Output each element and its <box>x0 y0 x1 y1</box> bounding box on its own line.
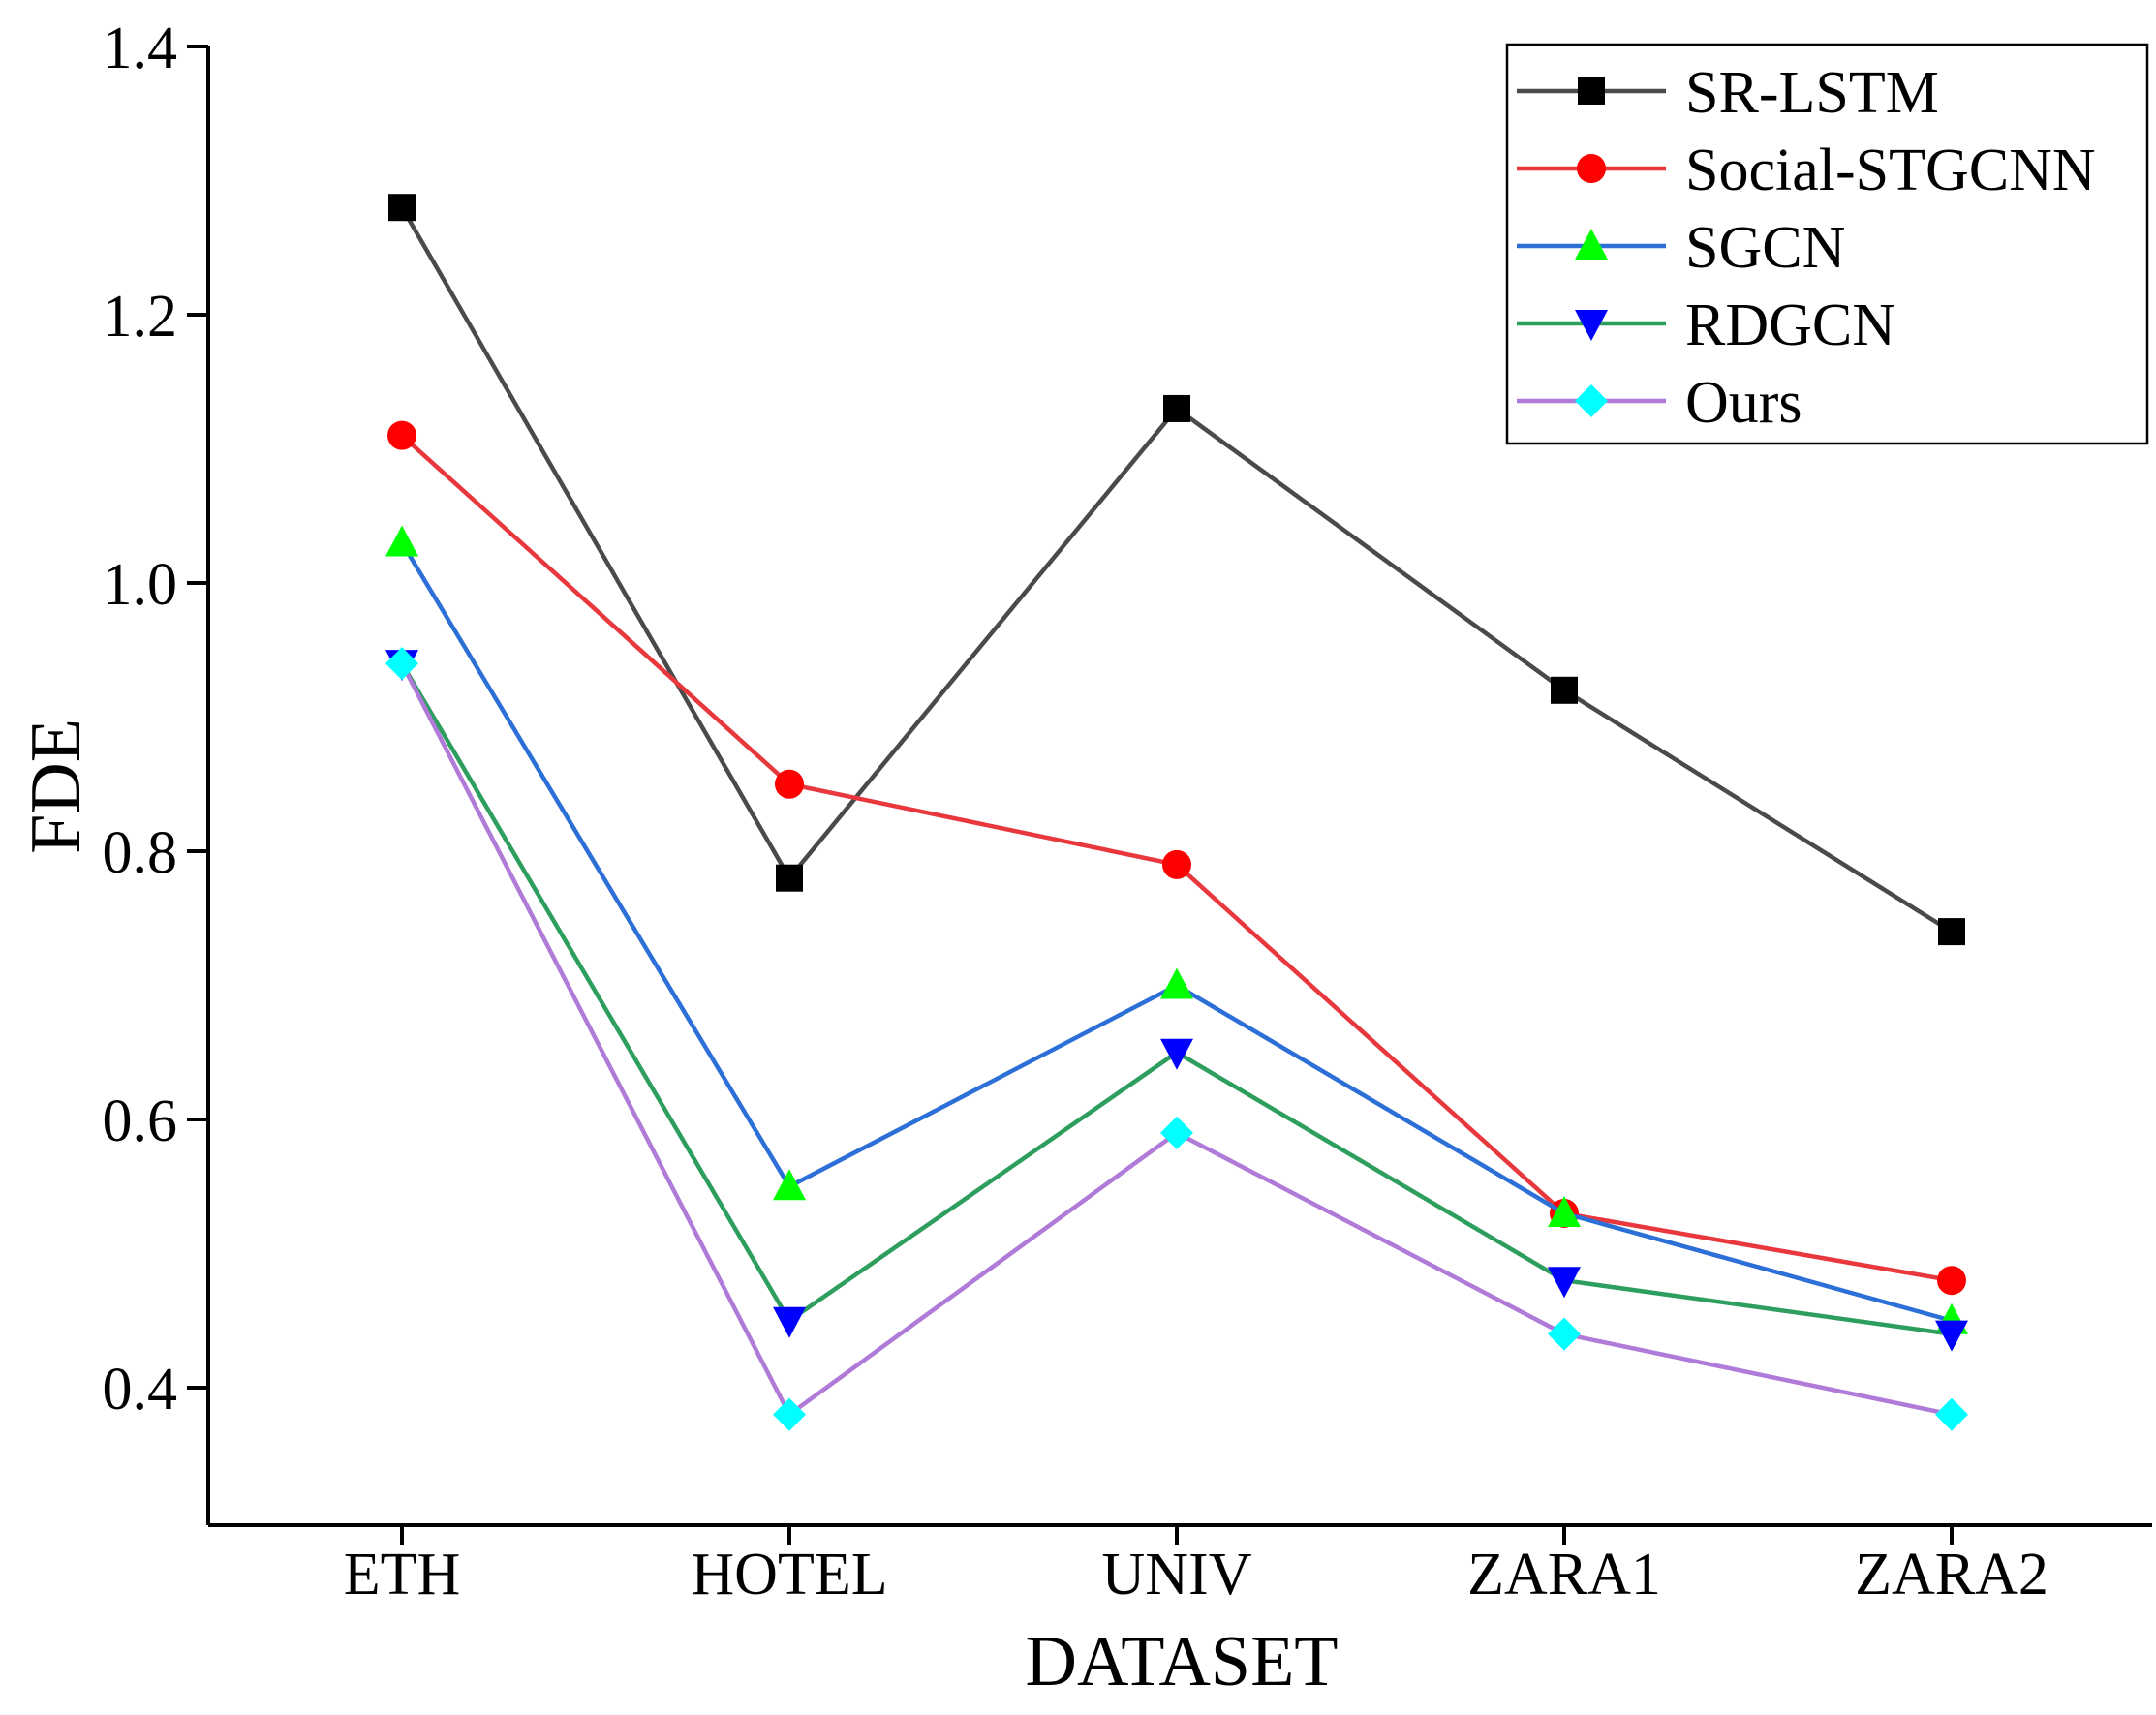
x-tick-label: UNIV <box>1102 1542 1252 1608</box>
data-point <box>1548 1195 1581 1227</box>
legend-marker <box>1578 77 1605 105</box>
y-tick-label: 1.4 <box>103 15 178 81</box>
data-point <box>1160 1116 1193 1149</box>
series-ours <box>385 647 1968 1431</box>
legend-entry-social-stgcnn: Social-STGCNN <box>1517 138 2096 203</box>
y-tick-label: 1.2 <box>103 284 178 350</box>
legend-entry-sgcn: SGCN <box>1517 215 1845 281</box>
data-point <box>776 864 803 892</box>
legend-marker <box>1575 310 1608 341</box>
data-point <box>1160 967 1193 999</box>
x-tick-label: ZARA2 <box>1855 1542 2048 1608</box>
data-point <box>775 769 804 799</box>
data-point <box>1163 394 1190 422</box>
data-point <box>1548 1317 1581 1351</box>
legend-label: Ours <box>1685 370 1802 436</box>
data-point <box>773 1397 806 1431</box>
data-point <box>1160 1038 1193 1070</box>
y-ticks: 0.4 0.6 0.8 1.0 1.2 1.4 <box>103 15 208 1423</box>
data-point <box>1551 676 1578 704</box>
x-ticks: ETH HOTEL UNIV ZARA1 ZARA2 <box>344 1525 2048 1608</box>
x-axis-label: DATASET <box>1026 1622 1339 1701</box>
legend-label: RDGCN <box>1685 292 1895 358</box>
y-tick-label: 1.0 <box>103 552 178 618</box>
data-point <box>1937 1266 1966 1296</box>
legend-label: SR-LSTM <box>1685 60 1939 126</box>
data-point <box>387 420 416 450</box>
series-layer <box>385 194 1968 1431</box>
series-sgcn <box>385 525 1968 1334</box>
series-rdgcn <box>385 650 1968 1352</box>
legend-entry-ours: Ours <box>1517 370 1802 436</box>
data-point <box>1938 918 1965 946</box>
x-tick-label: ZARA1 <box>1467 1542 1661 1608</box>
y-tick-label: 0.4 <box>103 1357 178 1423</box>
axes <box>206 46 2152 1527</box>
legend-entry-sr-lstm: SR-LSTM <box>1517 60 1939 126</box>
x-tick-label: ETH <box>344 1542 461 1608</box>
data-point <box>773 1169 806 1201</box>
data-point <box>1935 1320 1968 1352</box>
y-axis-label: FDE <box>16 719 96 854</box>
data-point <box>1548 1267 1581 1299</box>
legend: SR-LSTM Social-STGCNN SGCN RDGCN Ours <box>1505 43 2149 445</box>
data-point <box>773 1306 806 1338</box>
series-sr-lstm <box>388 194 1965 946</box>
series-line <box>400 541 1953 1323</box>
legend-label: SGCN <box>1685 215 1845 281</box>
y-tick-label: 0.6 <box>103 1088 178 1154</box>
legend-marker <box>1577 154 1606 183</box>
legend-entry-rdgcn: RDGCN <box>1517 292 1895 358</box>
legend-label: Social-STGCNN <box>1685 138 2096 203</box>
legend-marker <box>1575 384 1608 417</box>
data-point <box>388 194 416 222</box>
legend-marker <box>1575 229 1608 260</box>
data-point <box>385 525 418 557</box>
x-tick-label: HOTEL <box>691 1542 887 1608</box>
data-point <box>385 647 418 681</box>
y-tick-label: 0.8 <box>103 820 178 886</box>
data-point <box>1935 1397 1968 1431</box>
series-social-stgcnn <box>387 420 1966 1296</box>
data-point <box>1162 849 1191 879</box>
